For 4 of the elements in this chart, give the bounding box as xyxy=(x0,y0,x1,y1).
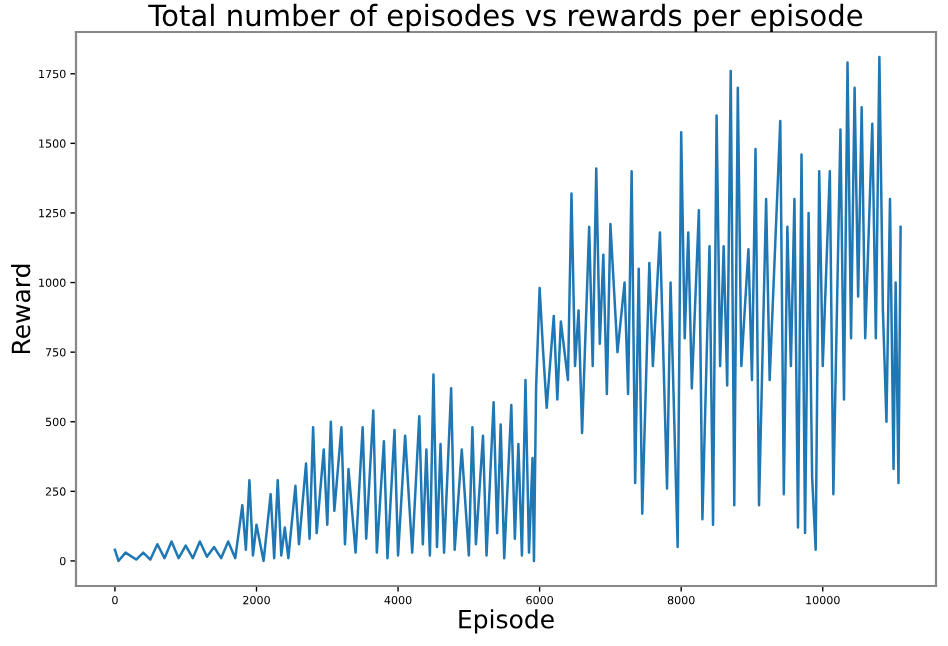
line-series xyxy=(113,55,902,563)
chart-title: Total number of episodes vs rewards per episode xyxy=(148,3,863,32)
x-axis-title: Episode xyxy=(459,609,554,634)
y-axis-title: Reward xyxy=(11,264,31,354)
